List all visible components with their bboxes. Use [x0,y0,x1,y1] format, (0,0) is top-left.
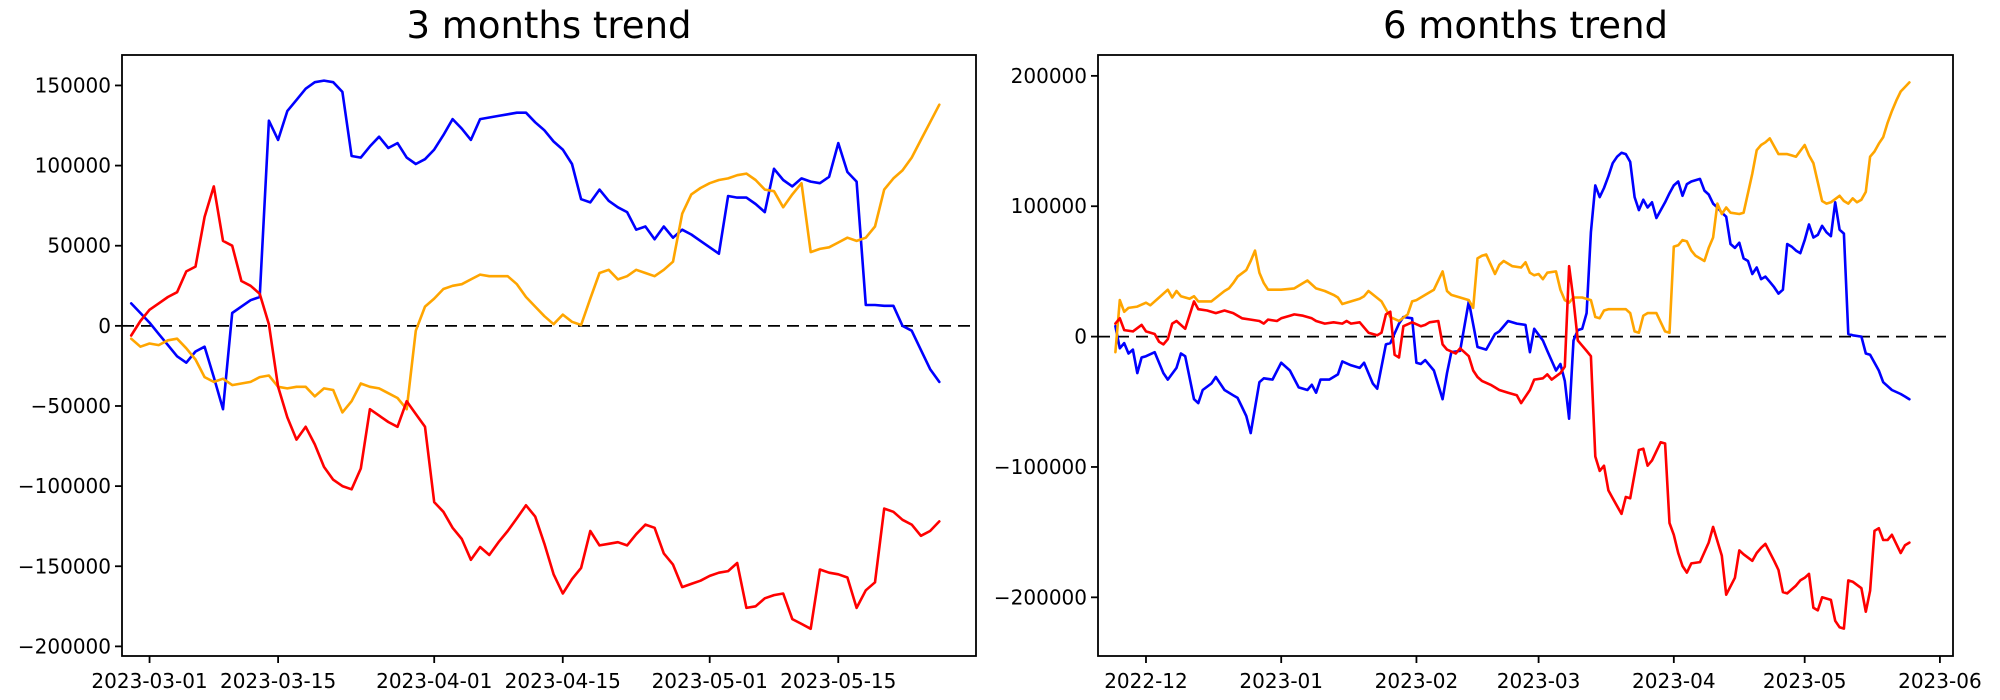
x-tick-label: 2023-03 [1497,669,1581,693]
y-tick-label: 200000 [1011,64,1087,88]
series-line-blue [1114,151,1911,435]
x-tick-label: 2023-03-15 [220,669,336,693]
y-tick-label: −50000 [31,394,111,418]
chart-title-3-months: 3 months trend [406,4,692,47]
plot-border [1097,54,1954,657]
y-tick-label: −200000 [994,585,1087,609]
series-line-red [1114,264,1911,630]
y-tick-label: 100000 [35,154,111,178]
y-tick-label: −150000 [18,554,111,578]
x-tick-label: 2023-04-15 [505,669,621,693]
x-tick-label: 2023-05-01 [652,669,768,693]
x-tick-label: 2023-06 [1898,669,1982,693]
series-line-blue [129,79,941,411]
x-tick-label: 2023-04-01 [376,669,492,693]
x-tick-label: 2023-04 [1632,669,1716,693]
y-tick-label: 100000 [1011,194,1087,218]
y-tick-label: −100000 [994,455,1087,479]
x-tick-label: 2022-12 [1104,669,1188,693]
x-tick-label: 2023-05-15 [780,669,896,693]
x-tick-label: 2023-02 [1375,669,1459,693]
y-tick-label: −100000 [18,474,111,498]
plot-border [121,54,977,657]
chart-title-6-months: 6 months trend [1382,4,1669,47]
series-line-red [129,185,941,631]
y-tick-label: 0 [1074,325,1087,349]
series-line-orange [129,103,941,414]
x-tick-label: 2023-03-01 [91,669,207,693]
x-tick-label: 2023-01 [1239,669,1323,693]
x-tick-label: 2023-05 [1763,669,1847,693]
y-tick-label: 0 [98,314,111,338]
y-tick-label: −200000 [18,634,111,658]
series-line-orange [1114,81,1911,354]
y-tick-label: 150000 [35,73,111,97]
y-tick-label: 50000 [47,234,111,258]
